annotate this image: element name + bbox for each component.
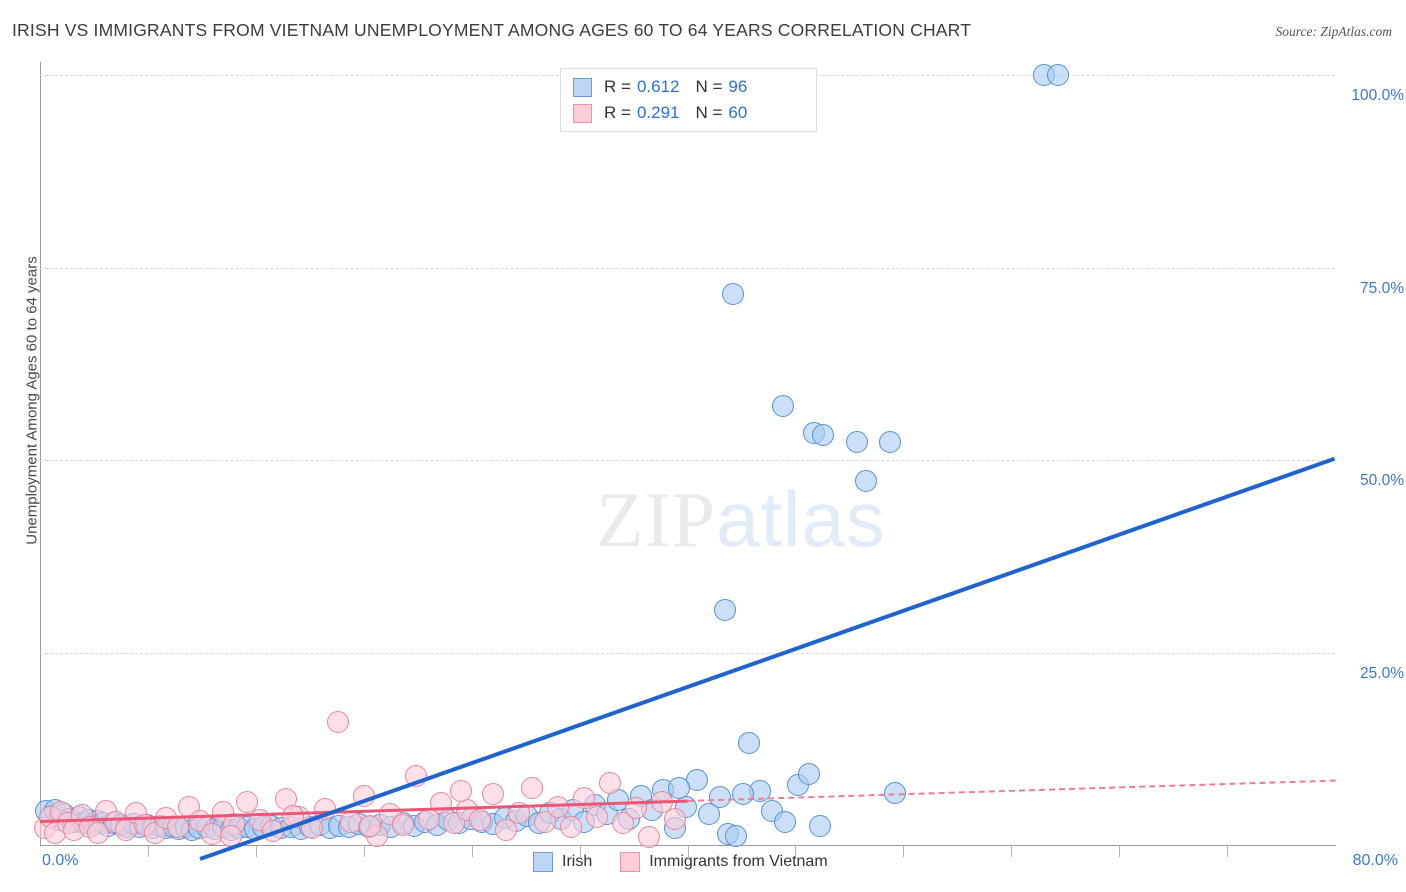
- x-tick-3: [363, 845, 365, 857]
- data-point[interactable]: [809, 814, 832, 837]
- data-point[interactable]: [87, 821, 110, 844]
- data-point[interactable]: [521, 777, 544, 800]
- y-tick-label-75: 75.0%: [1360, 279, 1404, 297]
- x-tick-2: [255, 845, 257, 857]
- data-point[interactable]: [878, 431, 901, 454]
- data-point[interactable]: [725, 824, 748, 847]
- data-point[interactable]: [668, 777, 691, 800]
- data-point[interactable]: [166, 816, 189, 839]
- x-tick-4: [471, 845, 473, 857]
- data-point[interactable]: [585, 806, 608, 829]
- r-label-irish: R =: [604, 77, 631, 96]
- correlation-legend-row-vietnam: R = 0.291 N = 60: [573, 102, 747, 124]
- data-point[interactable]: [326, 710, 349, 733]
- data-point[interactable]: [359, 814, 382, 837]
- data-point[interactable]: [449, 780, 472, 803]
- series-swatch-irish[interactable]: [533, 852, 553, 872]
- data-point[interactable]: [738, 732, 760, 755]
- x-tick-5: [579, 845, 581, 857]
- x-tick-7: [795, 845, 797, 857]
- n-label-irish: N =: [695, 77, 723, 96]
- data-point[interactable]: [611, 811, 634, 834]
- series-label-vietnam[interactable]: Immigrants from Vietnam: [649, 853, 828, 870]
- x-tick-8: [903, 845, 905, 857]
- y-tick-label-25: 25.0%: [1360, 664, 1404, 682]
- data-point[interactable]: [697, 803, 720, 826]
- n-value-vietnam: 60: [728, 103, 748, 122]
- data-point[interactable]: [482, 783, 505, 806]
- n-value-irish: 96: [728, 77, 748, 96]
- gridline-25: [40, 652, 1335, 654]
- correlation-legend-row-irish: R = 0.612 N = 96: [573, 76, 747, 98]
- x-axis-max-label: 80.0%: [1352, 852, 1398, 869]
- data-point[interactable]: [883, 781, 906, 804]
- watermark-zip: ZIP: [596, 476, 716, 563]
- r-label-vietnam: R =: [604, 103, 631, 122]
- y-axis-line: [40, 62, 41, 845]
- data-point[interactable]: [391, 813, 414, 836]
- gridline-50: [40, 460, 1335, 461]
- data-point[interactable]: [708, 786, 731, 809]
- zipatlas-watermark: ZIPatlas: [596, 474, 886, 565]
- data-point[interactable]: [663, 807, 686, 830]
- data-point[interactable]: [598, 772, 621, 795]
- y-axis-title: Unemployment Among Ages 60 to 64 years: [23, 256, 41, 545]
- data-point[interactable]: [773, 810, 796, 833]
- data-point[interactable]: [1047, 64, 1070, 86]
- data-point[interactable]: [854, 469, 877, 492]
- data-point[interactable]: [495, 818, 518, 841]
- series-swatch-vietnam[interactable]: [620, 852, 641, 872]
- series-legend: Irish Immigrants from Vietnam: [533, 852, 856, 872]
- data-point[interactable]: [637, 826, 660, 849]
- gridline-75: [40, 267, 1335, 269]
- page-title: IRISH VS IMMIGRANTS FROM VIETNAM UNEMPLO…: [12, 20, 972, 40]
- x-tick-1: [147, 845, 149, 857]
- data-point[interactable]: [846, 431, 869, 454]
- y-tick-label-50: 50.0%: [1360, 472, 1404, 489]
- data-point[interactable]: [534, 810, 557, 833]
- legend-swatch-irish: [573, 77, 592, 97]
- data-point[interactable]: [731, 783, 754, 806]
- x-tick-9: [1011, 845, 1013, 857]
- data-point[interactable]: [772, 395, 794, 418]
- r-value-vietnam: 0.291: [636, 103, 680, 122]
- x-tick-6: [687, 845, 689, 857]
- correlation-legend: R = 0.612 N = 96 R = 0.291 N = 60: [560, 68, 817, 132]
- x-axis-min-label: 0.0%: [42, 852, 79, 869]
- series-label-irish[interactable]: Irish: [562, 853, 593, 870]
- legend-swatch-vietnam: [573, 103, 592, 123]
- y-tick-label-100: 100.0%: [1351, 87, 1404, 104]
- data-point[interactable]: [812, 423, 835, 446]
- data-point[interactable]: [236, 790, 259, 813]
- data-point[interactable]: [469, 809, 492, 832]
- data-point[interactable]: [721, 283, 744, 306]
- scatter-plot-area: ZIPatlas: [40, 70, 1335, 845]
- data-point[interactable]: [797, 763, 820, 786]
- r-value-irish: 0.612: [636, 77, 680, 96]
- x-tick-10: [1119, 845, 1121, 857]
- data-point[interactable]: [713, 599, 736, 622]
- x-tick-11: [1227, 845, 1229, 857]
- n-label-vietnam: N =: [695, 103, 723, 122]
- data-point[interactable]: [559, 815, 582, 838]
- source-label: Source: ZipAtlas.com: [1275, 24, 1392, 39]
